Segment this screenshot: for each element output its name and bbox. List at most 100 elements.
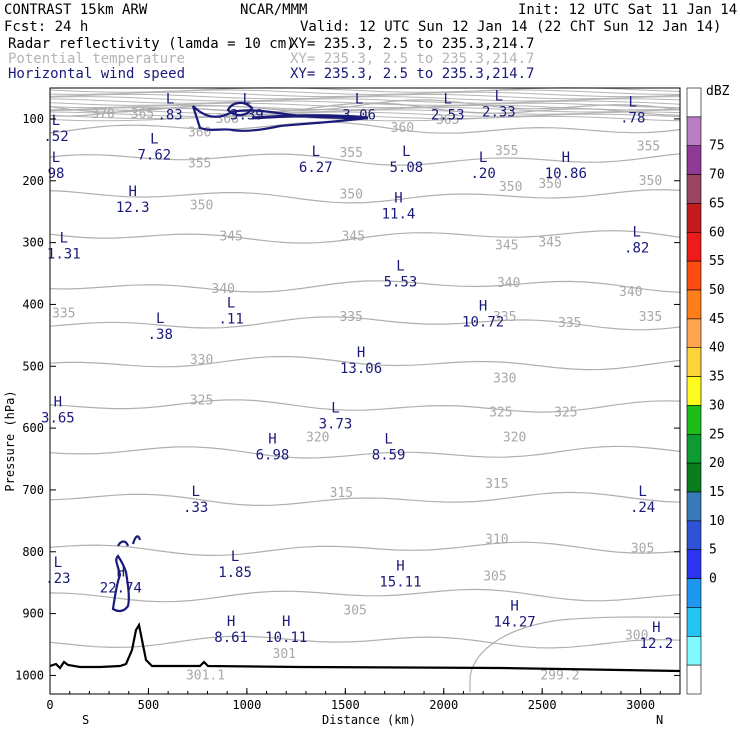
wind-extremum-type: L (227, 296, 235, 312)
wind-extremum-type: H (128, 184, 136, 200)
south-label: S (82, 713, 89, 727)
isentrope-300 (469, 616, 681, 692)
isentrope-label: 315 (485, 477, 508, 492)
colorbar-swatch (686, 635, 702, 666)
wind-extremum-type: H (357, 345, 365, 361)
colorbar-swatch (686, 549, 702, 579)
isentrope-label: 301.1 (186, 668, 225, 683)
wind-extremum-value: 7.62 (137, 148, 171, 164)
colorbar-level: 60 (709, 225, 725, 240)
wind-extremum-type: L (331, 401, 339, 417)
wind-extremum-type: H (652, 620, 660, 636)
wind-extremum-value: 6.98 (256, 448, 290, 464)
colorbar-swatch (686, 347, 702, 377)
isentrope-label: 365 (131, 107, 154, 122)
isentrope-315 (49, 491, 681, 507)
isentrope-label: 360 (391, 121, 414, 136)
wind-extremum-value: .38 (148, 327, 173, 343)
wind-extremum-type: H (562, 150, 570, 166)
isentrope-335 (49, 316, 681, 331)
wind-extremum-value: .11 (218, 312, 243, 328)
colorbar-swatch (686, 520, 702, 551)
isentrope-label: 335 (493, 310, 516, 325)
isentrope-325 (49, 399, 681, 413)
isentrope-label: 350 (639, 174, 662, 189)
isentrope-label: 345 (495, 239, 518, 254)
field-1-name: Radar reflectivity (lamda = 10 cm) (8, 36, 295, 52)
wind-extremum-value: 3.73 (319, 417, 353, 433)
y-tick-label: 200 (22, 174, 44, 188)
field-1-xy: XY= 235.3, 2.5 to 235.3,214.7 (290, 36, 534, 52)
wind-extremum-type: L (396, 258, 404, 274)
stratosphere-line (49, 115, 681, 122)
y-tick-label: 1000 (15, 668, 44, 682)
isentrope-340 (49, 280, 681, 293)
isentrope-305 (49, 588, 681, 603)
north-label: N (656, 713, 663, 727)
colorbar-swatch (686, 260, 702, 291)
colorbar-level: 35 (709, 370, 725, 385)
isentrope-label: 320 (503, 430, 526, 445)
wind-extremum-value: 12.3 (116, 200, 150, 216)
wind-extremum-value: 3.06 (342, 107, 376, 123)
wind-extremum-value: 3.65 (41, 410, 75, 426)
wind-extremum-type: L (638, 484, 646, 500)
wind-extremum-value: 2.53 (431, 107, 465, 123)
colorbar-swatch (686, 174, 702, 204)
isentrope-label: 370 (91, 107, 114, 122)
isentrope-label: 335 (639, 310, 662, 325)
isentrope-label: 355 (495, 144, 518, 159)
colorbar-level: 50 (709, 283, 725, 298)
wind-extremum-value: 5.08 (389, 160, 423, 176)
colorbar-swatch (686, 87, 702, 118)
wind-extremum-type: L (191, 484, 199, 500)
terrain-profile (49, 621, 681, 673)
colorbar-level: 40 (709, 341, 725, 356)
colorbar-level: 45 (709, 312, 725, 327)
isentrope-label: 350 (339, 187, 362, 202)
wind-extremum-value: 1.85 (218, 565, 252, 581)
colorbar-level: 10 (709, 514, 725, 529)
wind-extremum-type: L (384, 432, 392, 448)
field-2-name: Potential temperature (8, 51, 185, 67)
y-tick-label: 400 (22, 297, 44, 311)
wind-extremum-value: 10.11 (265, 630, 307, 646)
isentrope-label: 340 (497, 276, 520, 291)
wind-extremum-type: H (117, 565, 125, 581)
wind-extremum-value: 13.06 (340, 361, 382, 377)
wind-extremum-value: 22.74 (100, 581, 142, 597)
wind-extremum-type: H (394, 190, 402, 206)
plot-frame (49, 87, 681, 695)
isentrope-label: 355 (339, 146, 362, 161)
isentrope-301 (49, 635, 681, 649)
colorbar-level: 65 (709, 196, 725, 211)
stratosphere-isentropes (49, 87, 681, 122)
y-tick-label: 600 (22, 421, 44, 435)
org-label: NCAR/MMM (240, 2, 307, 18)
wind-extremum-type: L (166, 91, 174, 107)
x-tick-label: 1500 (331, 698, 360, 712)
wind-extremum-value: .20 (470, 166, 495, 182)
colorbar-level: 15 (709, 485, 725, 500)
wind-extremum-type: L (243, 91, 251, 107)
wind-extremum-value: 11.4 (382, 206, 416, 222)
colorbar-swatch (686, 203, 702, 233)
isentrope-label: 345 (538, 236, 561, 251)
wind-extremum-type: L (52, 113, 60, 129)
isentrope-label: 340 (619, 285, 642, 300)
colorbar-level: 55 (709, 254, 725, 269)
wind-extremum-value: .33 (183, 500, 208, 516)
reflectivity-contours (111, 101, 369, 613)
isentrope-label: 330 (493, 372, 516, 387)
isentrope-label: 310 (485, 532, 508, 547)
wind-extremum-type: H (479, 299, 487, 315)
isentrope-label: 355 (188, 156, 211, 171)
model-title: CONTRAST 15km ARW (4, 2, 148, 18)
wind-extremum-type: L (402, 144, 410, 160)
wind-extremum-type: L (60, 231, 68, 247)
colorbar-level: 20 (709, 456, 725, 471)
wind-extremum-type: L (629, 95, 637, 111)
